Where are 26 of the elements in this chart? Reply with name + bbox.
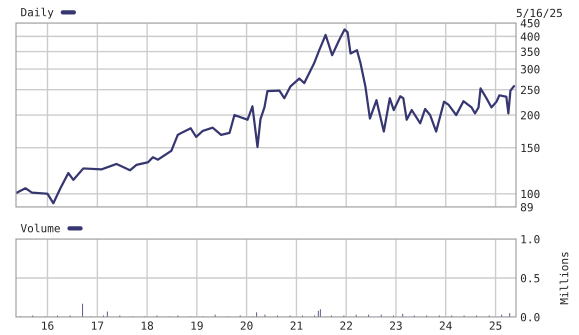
- y-tick-label: 250: [520, 86, 540, 94]
- y-tick-label: 450: [520, 19, 540, 28]
- y-axis-title: Millions: [560, 252, 568, 304]
- x-tick-label: 16: [42, 321, 54, 330]
- y-tick-label: 200: [520, 111, 540, 120]
- y-tick-label: 89: [520, 203, 533, 212]
- x-tick-label: 20: [240, 321, 253, 330]
- y-tick-label: 1.0: [522, 235, 540, 244]
- legend-label: Daily: [21, 8, 54, 19]
- y-tick-label: 100: [522, 190, 540, 198]
- y-tick-label: 150: [522, 144, 540, 152]
- legend-label: Volume: [20, 224, 60, 232]
- x-tick-label: 24: [440, 321, 452, 330]
- x-tick-label: 19: [191, 321, 203, 330]
- x-tick-label: 23: [390, 321, 402, 330]
- text: 5/16/25: [516, 8, 562, 18]
- y-tick-label: 300: [520, 65, 540, 74]
- x-tick-label: 25: [490, 321, 502, 330]
- x-tick-label: 22: [340, 321, 352, 330]
- x-tick-label: 21: [290, 321, 302, 330]
- y-tick-label: 0.5: [520, 274, 540, 282]
- y-tick-label: 350: [520, 48, 540, 56]
- x-tick-label: 17: [92, 322, 104, 330]
- y-tick-label: 400: [520, 32, 540, 41]
- x-tick-label: 18: [142, 321, 154, 330]
- y-tick-label: 0.0: [520, 313, 540, 322]
